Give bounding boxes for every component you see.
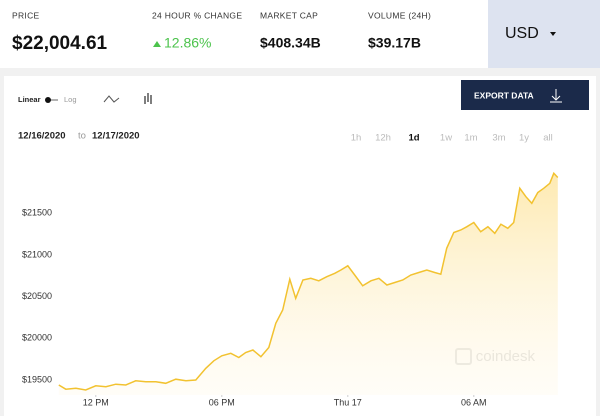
price-label: PRICE: [12, 10, 40, 20]
change: 12.86%: [164, 35, 211, 51]
volume-label: VOLUME (24H): [368, 10, 431, 20]
range-button[interactable]: 12h: [375, 133, 391, 144]
price: $22,004.61: [12, 33, 108, 54]
linear-option[interactable]: Linear: [18, 95, 41, 104]
x-tick-label: Thu 17: [334, 397, 362, 407]
range-button[interactable]: 1h: [351, 133, 362, 144]
export-label: EXPORT DATA: [474, 90, 534, 100]
range-button[interactable]: 3m: [492, 133, 505, 144]
download-icon: [550, 89, 562, 103]
range-button[interactable]: 1m: [464, 133, 477, 144]
log-option[interactable]: Log: [64, 95, 77, 104]
market-cap-label: MARKET CAP: [260, 10, 318, 20]
change-label: 24 HOUR % CHANGE: [152, 10, 242, 20]
export-button[interactable]: [461, 80, 589, 110]
candle-icon[interactable]: [144, 93, 152, 104]
date-to[interactable]: 12/17/2020: [92, 131, 140, 142]
x-tick-label: 06 PM: [209, 397, 235, 407]
header: [0, 0, 488, 68]
range-button[interactable]: 1d: [408, 133, 419, 144]
price-line: [58, 171, 559, 391]
y-tick-label: $20000: [22, 333, 52, 343]
range-button[interactable]: 1y: [519, 133, 529, 144]
x-tick-label: 06 AM: [461, 397, 487, 407]
x-tick-label: 12 PM: [83, 397, 109, 407]
date-to-word: to: [78, 131, 86, 142]
range-button[interactable]: 1w: [440, 133, 452, 144]
y-tick-label: $19500: [22, 374, 52, 384]
y-tick-label: $21000: [22, 249, 52, 259]
up-arrow: [153, 41, 161, 47]
toggle-knob: [45, 97, 51, 103]
line-icon[interactable]: [103, 95, 120, 103]
y-tick-label: $20500: [22, 291, 52, 301]
range-button[interactable]: all: [543, 133, 553, 144]
date-from[interactable]: 12/16/2020: [18, 131, 66, 142]
market-cap: $408.34B: [260, 35, 321, 51]
currency-button[interactable]: [488, 0, 600, 68]
volume: $39.17B: [368, 35, 421, 51]
currency[interactable]: USD: [505, 25, 539, 42]
y-tick-label: $21500: [22, 208, 52, 218]
caret: [550, 32, 556, 36]
area: [58, 173, 558, 395]
